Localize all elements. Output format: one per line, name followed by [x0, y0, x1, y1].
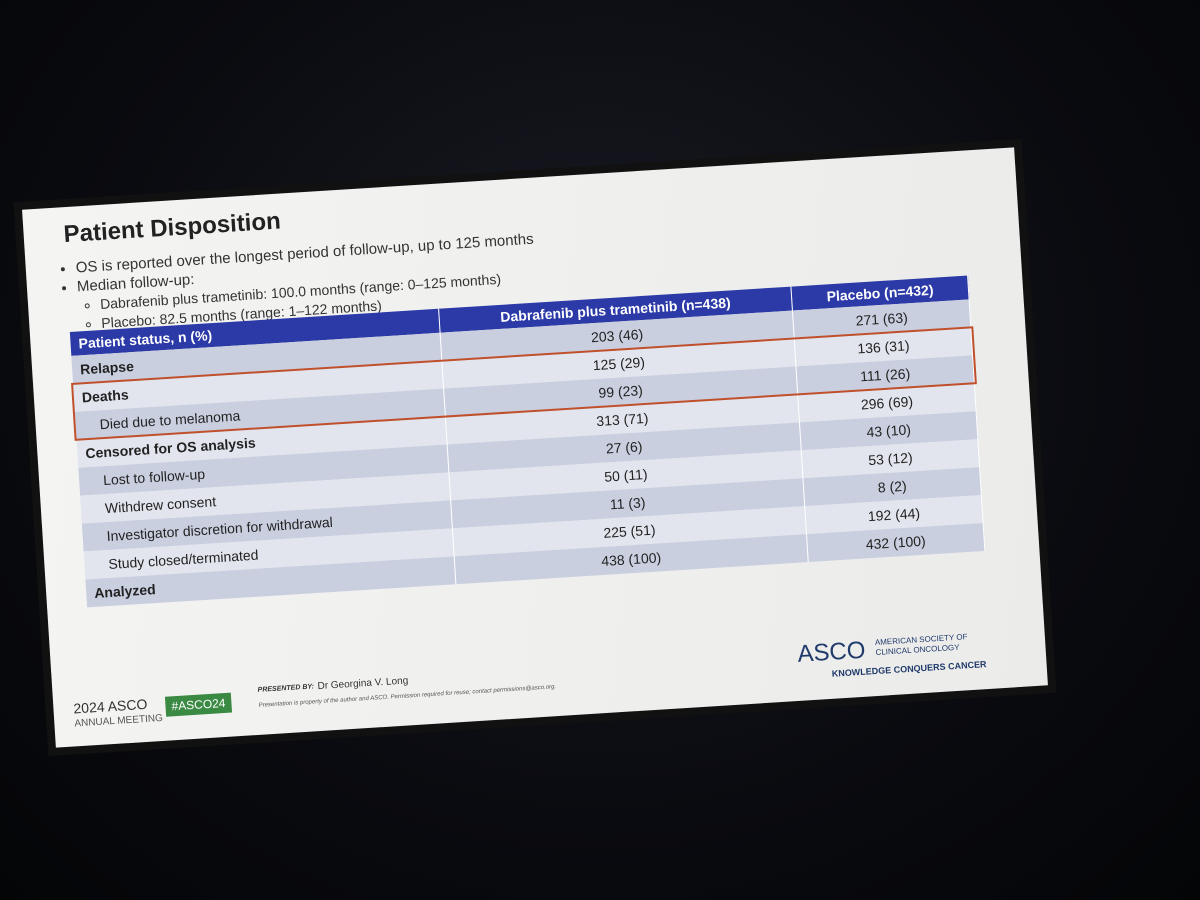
society: AMERICAN SOCIETY OF CLINICAL ONCOLOGY [874, 632, 968, 658]
presented-by-label: PRESENTED BY: [257, 683, 315, 694]
screen: Patient Disposition OS is reported over … [13, 138, 1057, 757]
slide-title: Patient Disposition [62, 207, 282, 249]
logo: ASCO [796, 636, 867, 668]
footer: 2024 ASCO ANNUAL MEETING #ASCO24 PRESENT… [72, 627, 1027, 737]
meeting-year: 2024 ASCO [72, 695, 148, 717]
slide: Patient Disposition OS is reported over … [22, 147, 1048, 748]
presenter: Dr Georgina V. Long [317, 675, 409, 693]
table: Patient status, n (%) Dabrafenib plus tra… [69, 275, 986, 608]
hashtag: #ASCO24 [164, 692, 233, 717]
